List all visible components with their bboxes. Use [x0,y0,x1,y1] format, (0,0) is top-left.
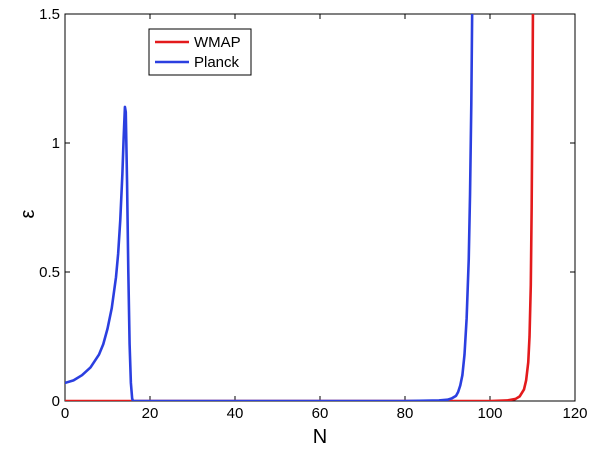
series-line-planck [65,14,474,401]
y-tick-label: 1.5 [39,6,60,23]
x-tick-label: 120 [562,405,587,422]
plot-frame [64,13,576,402]
legend-label-planck: Planck [194,54,240,71]
y-tick-label: 1 [52,135,60,152]
x-axis-title: N [313,426,327,448]
x-tick-label: 80 [397,405,414,422]
legend: WMAP Planck [148,28,252,76]
legend-label-wmap: WMAP [194,34,241,51]
y-tick-label: 0.5 [39,264,60,281]
x-tick-label: 40 [227,405,244,422]
legend-box [148,28,252,76]
x-tick-label: 60 [312,405,329,422]
x-tick-label: 0 [61,405,69,422]
series-group [65,14,535,401]
y-tick-label: 0 [52,393,60,410]
plot-layer: 0 20 40 60 80 100 120 0 0.5 1 1.5 Nε WMAP Planck [17,6,588,448]
x-tick-label: 20 [142,405,159,422]
series-line-wmap [65,14,535,401]
x-tick-label: 100 [477,405,502,422]
y-axis-title: ε [17,209,39,218]
